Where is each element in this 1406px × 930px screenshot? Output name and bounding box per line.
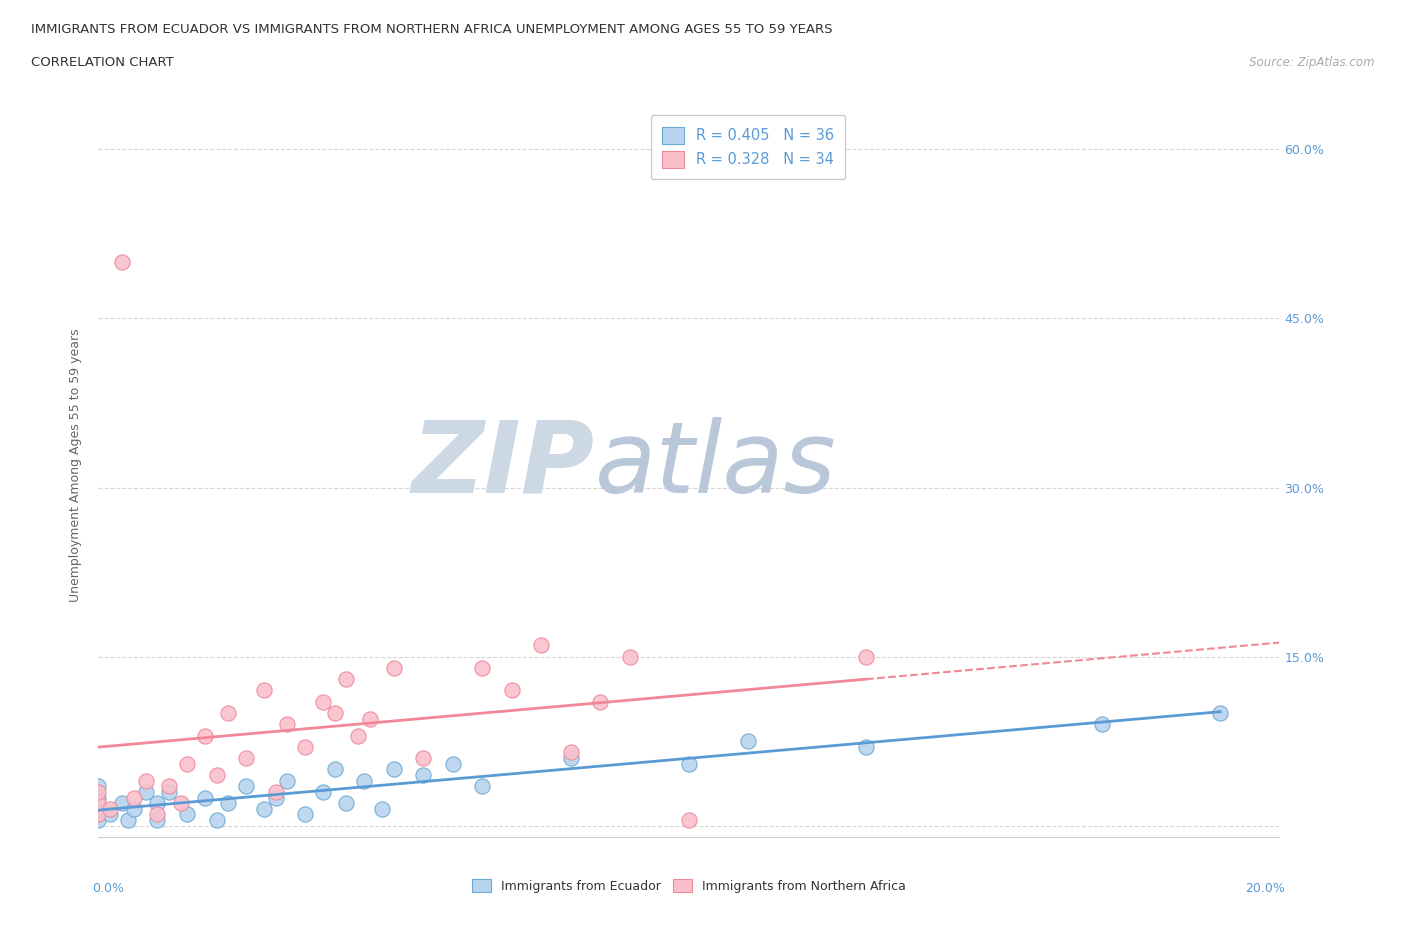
Point	[235, 751, 257, 765]
Point	[205, 767, 228, 782]
Point	[737, 734, 759, 749]
Point	[471, 778, 494, 793]
Legend: Immigrants from Ecuador, Immigrants from Northern Africa: Immigrants from Ecuador, Immigrants from…	[467, 874, 911, 897]
Point	[194, 790, 217, 805]
Point	[146, 807, 169, 822]
Point	[235, 778, 257, 793]
Point	[335, 796, 357, 811]
Point	[87, 813, 110, 828]
Point	[371, 802, 394, 817]
Point	[135, 773, 157, 788]
Point	[589, 695, 612, 710]
Point	[276, 717, 298, 732]
Text: IMMIGRANTS FROM ECUADOR VS IMMIGRANTS FROM NORTHERN AFRICA UNEMPLOYMENT AMONG AG: IMMIGRANTS FROM ECUADOR VS IMMIGRANTS FR…	[31, 23, 832, 36]
Point	[205, 813, 228, 828]
Point	[359, 711, 381, 726]
Point	[146, 796, 169, 811]
Text: atlas: atlas	[595, 417, 837, 513]
Point	[87, 778, 110, 793]
Point	[87, 790, 110, 805]
Point	[441, 756, 464, 771]
Point	[323, 762, 346, 777]
Point	[501, 683, 523, 698]
Point	[87, 807, 110, 822]
Point	[471, 660, 494, 675]
Point	[347, 728, 370, 743]
Point	[855, 739, 877, 754]
Point	[176, 807, 198, 822]
Point	[412, 767, 434, 782]
Point	[253, 802, 276, 817]
Point	[111, 255, 134, 270]
Point	[353, 773, 375, 788]
Point	[323, 706, 346, 721]
Point	[294, 807, 316, 822]
Point	[157, 785, 180, 800]
Text: CORRELATION CHART: CORRELATION CHART	[31, 56, 174, 69]
Point	[122, 790, 145, 805]
Point	[87, 802, 110, 817]
Point	[560, 751, 582, 765]
Point	[264, 790, 287, 805]
Point	[312, 785, 335, 800]
Point	[157, 778, 180, 793]
Point	[194, 728, 217, 743]
Point	[619, 649, 641, 664]
Point	[111, 796, 134, 811]
Point	[217, 796, 239, 811]
Point	[122, 802, 145, 817]
Point	[146, 813, 169, 828]
Point	[87, 785, 110, 800]
Point	[217, 706, 239, 721]
Text: ZIP: ZIP	[412, 417, 595, 513]
Point	[98, 802, 121, 817]
Point	[170, 796, 193, 811]
Point	[117, 813, 139, 828]
Y-axis label: Unemployment Among Ages 55 to 59 years: Unemployment Among Ages 55 to 59 years	[69, 328, 83, 602]
Text: 20.0%: 20.0%	[1246, 882, 1285, 895]
Point	[253, 683, 276, 698]
Point	[530, 638, 553, 653]
Point	[1091, 717, 1114, 732]
Point	[335, 671, 357, 686]
Point	[855, 649, 877, 664]
Point	[678, 756, 700, 771]
Point	[678, 813, 700, 828]
Point	[294, 739, 316, 754]
Point	[176, 756, 198, 771]
Text: Source: ZipAtlas.com: Source: ZipAtlas.com	[1250, 56, 1375, 69]
Point	[264, 785, 287, 800]
Point	[382, 660, 405, 675]
Point	[412, 751, 434, 765]
Point	[382, 762, 405, 777]
Point	[87, 796, 110, 811]
Point	[98, 807, 121, 822]
Point	[560, 745, 582, 760]
Point	[312, 695, 335, 710]
Text: 0.0%: 0.0%	[93, 882, 125, 895]
Point	[135, 785, 157, 800]
Point	[1209, 706, 1232, 721]
Point	[276, 773, 298, 788]
